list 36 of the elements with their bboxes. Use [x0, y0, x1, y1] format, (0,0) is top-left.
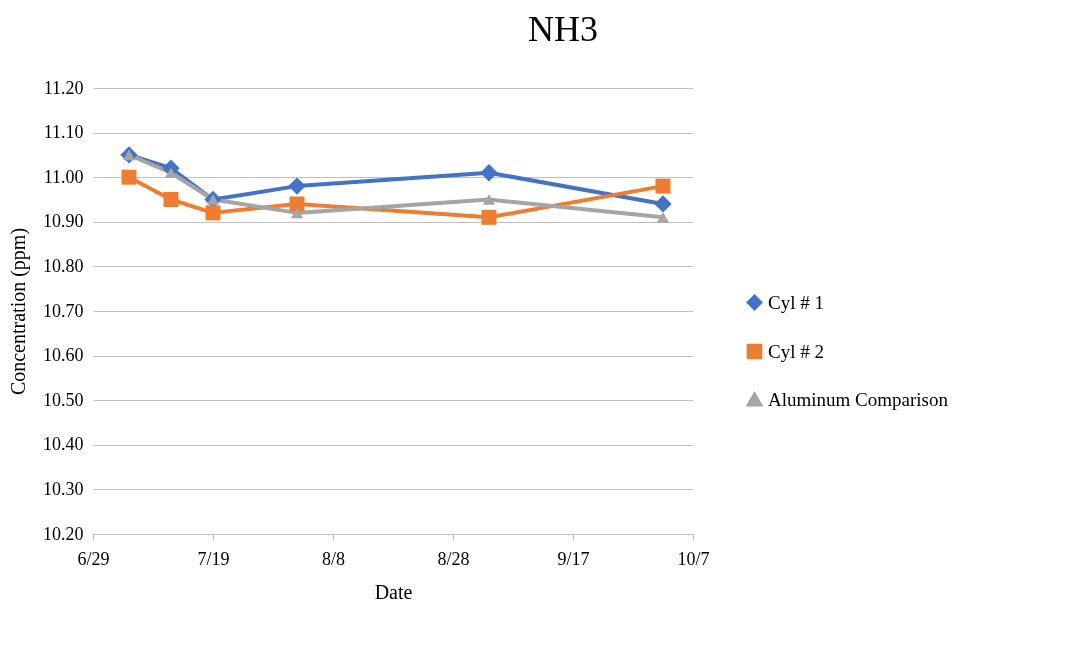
- point: [163, 192, 179, 207]
- point: [289, 196, 305, 212]
- x-tick-label: 8/8: [321, 548, 346, 569]
- point: [288, 177, 306, 195]
- point: [290, 207, 304, 219]
- point: [482, 194, 496, 205]
- y-tick-label: 10.80: [43, 255, 84, 276]
- y-tick-label: 10.40: [43, 434, 84, 455]
- y-tick-label: 10.30: [43, 478, 84, 499]
- y-tick-label: 10.70: [43, 300, 84, 321]
- point: [206, 194, 220, 205]
- y-axis-title: Concentration (ppm): [7, 227, 30, 396]
- x-tick-label: 6/29: [77, 548, 110, 569]
- point: [654, 195, 672, 213]
- y-tick-label: 11.00: [43, 166, 84, 187]
- y-tick-label: 11.20: [43, 77, 84, 98]
- x-tick-label: 9/17: [557, 548, 590, 569]
- y-tick-label: 10.50: [43, 389, 84, 410]
- y-tick-label: 10.20: [43, 523, 84, 544]
- point: [656, 212, 670, 223]
- point: [655, 178, 671, 194]
- legend-label: Cyl # 2: [768, 340, 824, 362]
- x-tick-label: 10/7: [677, 548, 710, 569]
- point: [205, 205, 221, 221]
- x-axis-title: Date: [374, 580, 413, 603]
- y-tick-label: 10.60: [43, 345, 84, 366]
- point: [481, 209, 497, 225]
- point: [121, 169, 137, 185]
- legend-label: Aluminum Comparison: [768, 388, 949, 410]
- chart-title: NH3: [528, 9, 598, 49]
- legend-label: Cyl # 1: [768, 291, 824, 313]
- y-tick-label: 10.90: [43, 211, 84, 232]
- x-tick-label: 7/19: [197, 548, 230, 569]
- y-tick-label: 11.10: [43, 122, 84, 143]
- point: [480, 164, 498, 182]
- x-tick-label: 8/28: [437, 548, 470, 569]
